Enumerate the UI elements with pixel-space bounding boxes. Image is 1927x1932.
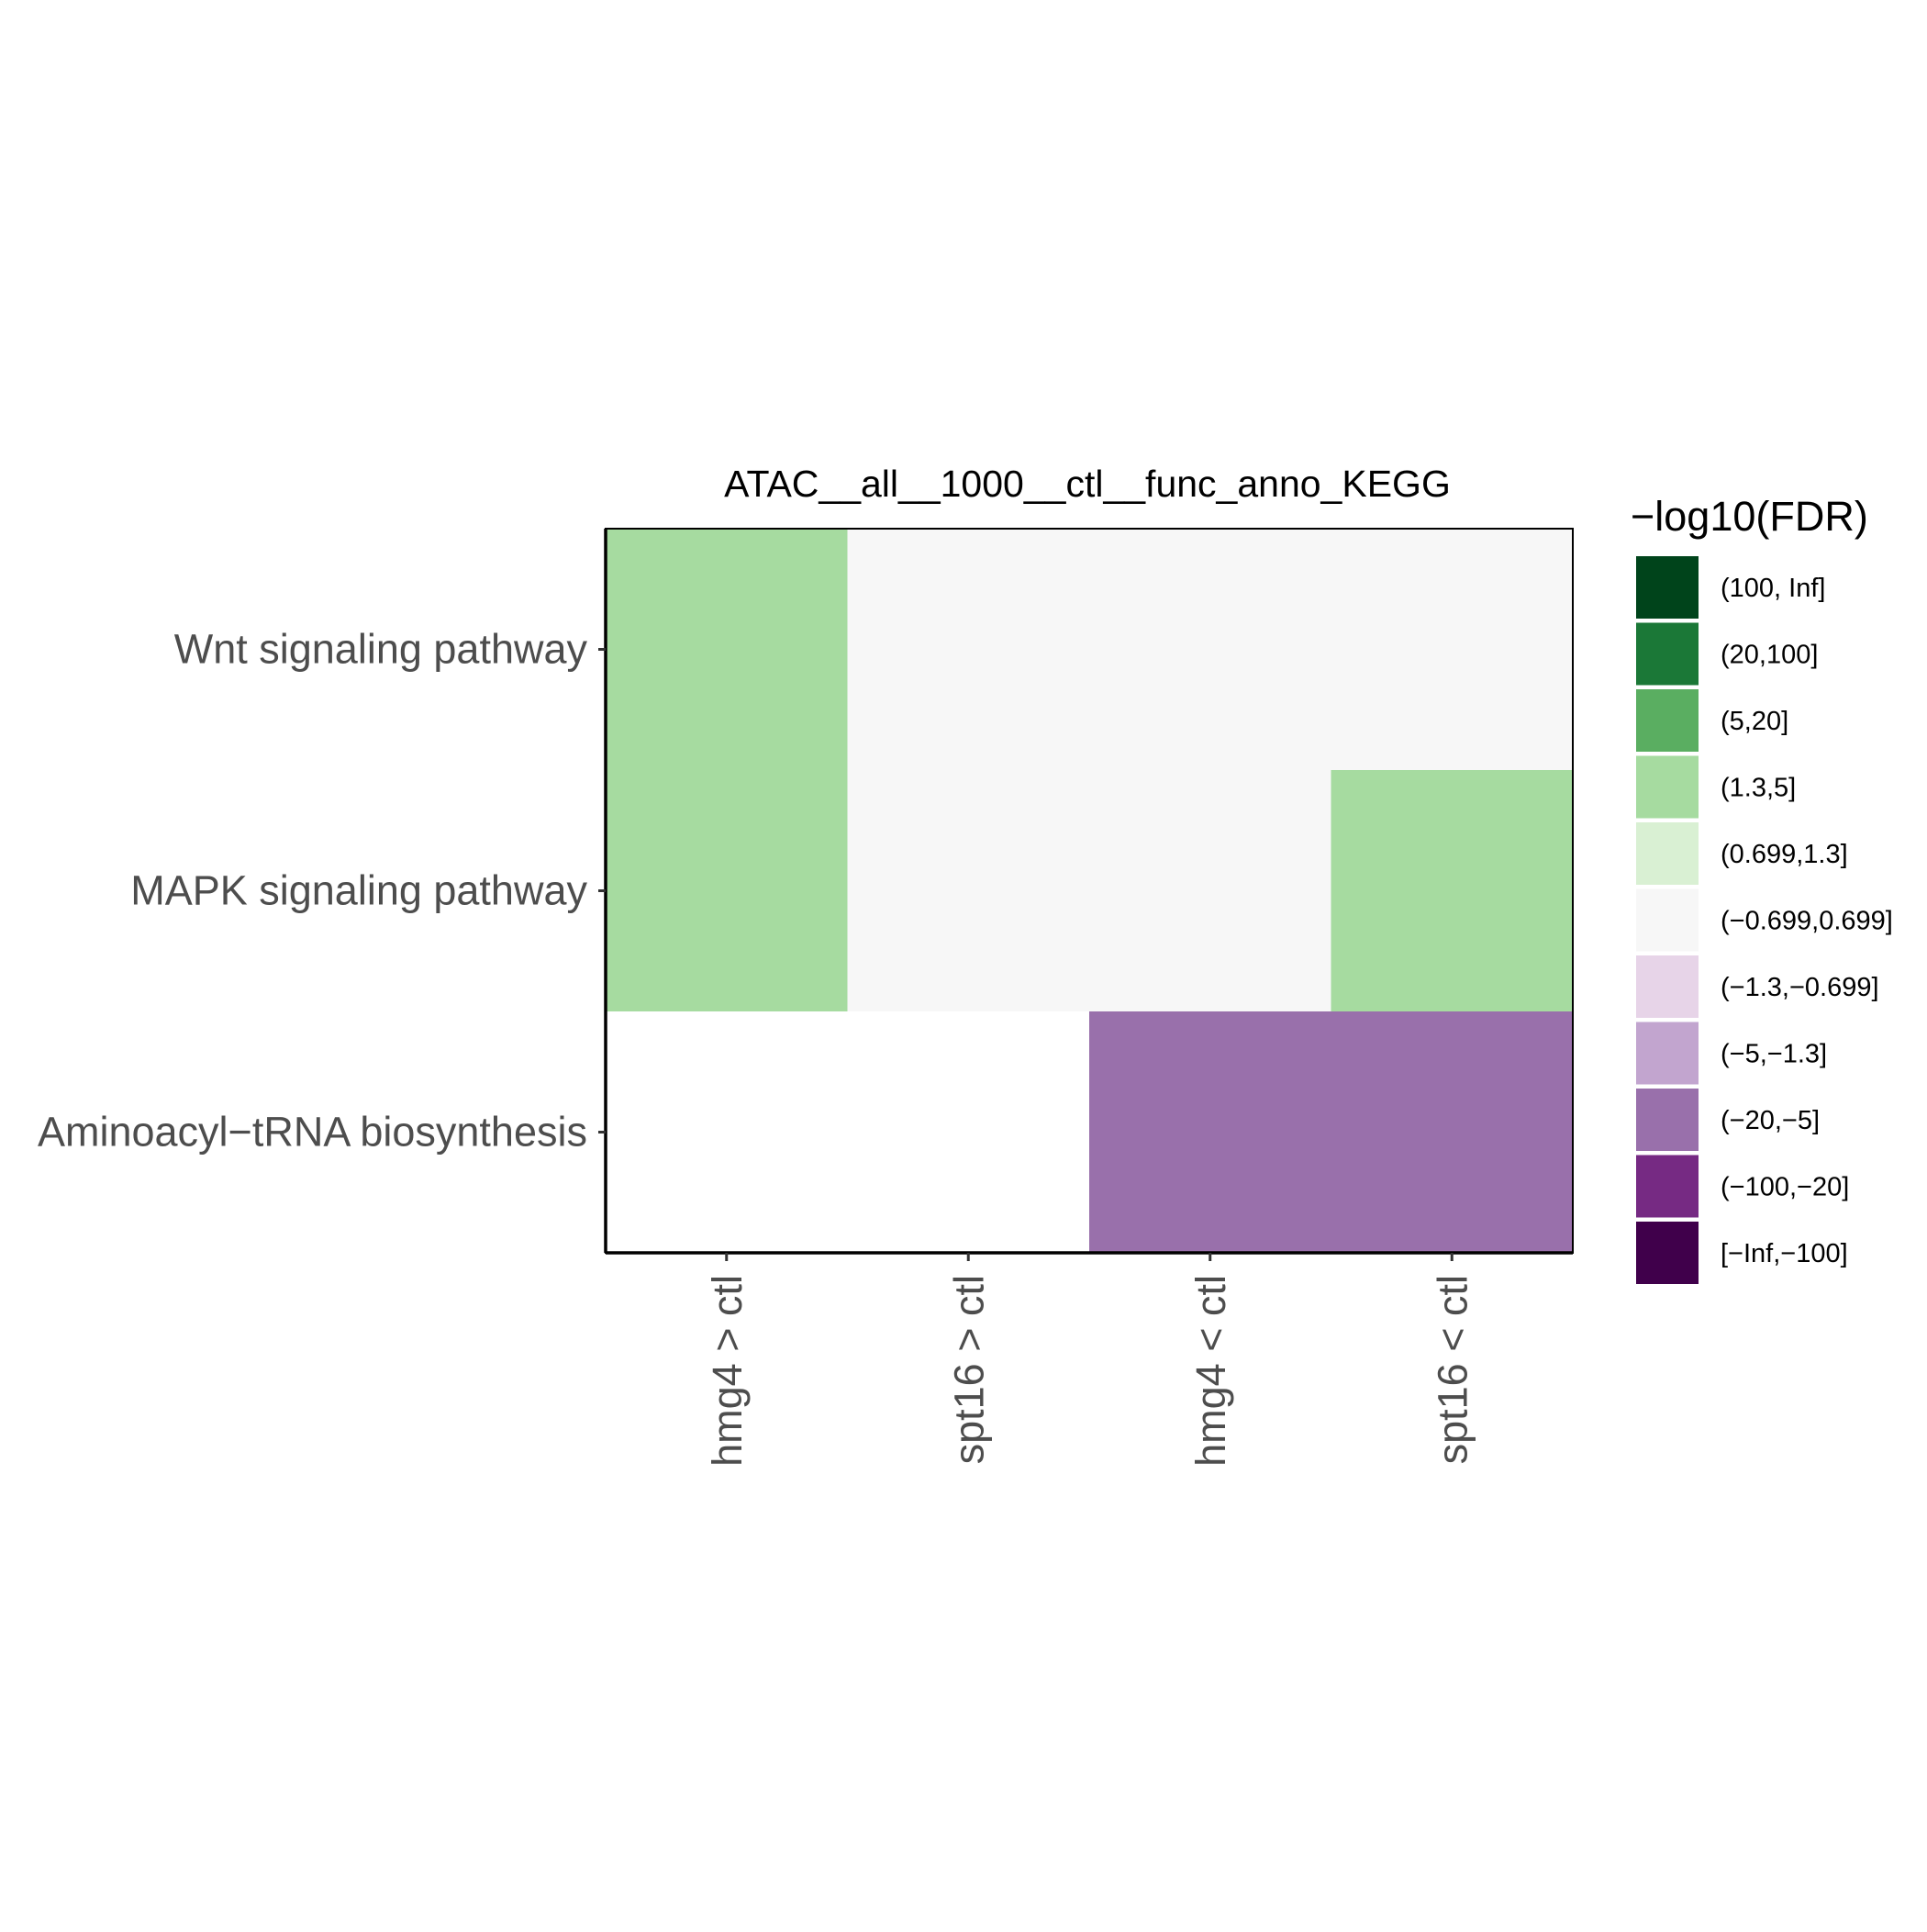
legend-label: (20,100] [1721, 641, 1818, 670]
legend-key [1636, 888, 1699, 952]
chart-title: ATAC__all__1000__ctl__func_anno_KEGG [724, 463, 1451, 505]
legend-label: (100, Inf] [1721, 574, 1825, 603]
legend-key [1636, 755, 1699, 819]
legend-key [1636, 1222, 1699, 1284]
legend-title: −log10(FDR) [1631, 493, 1868, 540]
y-tick-label: Wnt signaling pathway [174, 626, 588, 673]
heatmap-cell [606, 1011, 849, 1254]
legend-key [1636, 1022, 1699, 1085]
x-tick-label: hmg4 < ctl [1187, 1275, 1234, 1467]
legend: −log10(FDR) (100, Inf] (20,100] (5,20] (1.3… [1631, 493, 1893, 1284]
legend-label: (−0.699,0.699] [1721, 907, 1893, 936]
heatmap-cell [1331, 770, 1574, 1012]
x-tick-label: hmg4 > ctl [704, 1275, 751, 1467]
legend-label: (5,20] [1721, 707, 1788, 736]
heatmap-cell [847, 529, 1090, 771]
y-tick-label: MAPK signaling pathway [130, 867, 587, 914]
legend-label: (−5,−1.3] [1721, 1040, 1827, 1069]
legend-key [1636, 556, 1699, 619]
x-tick-label: spt16 > ctl [945, 1275, 992, 1464]
legend-label: (−20,−5] [1721, 1106, 1820, 1135]
legend-key [1636, 622, 1699, 686]
legend-key [1636, 1089, 1699, 1151]
heatmap-cell [1089, 1011, 1332, 1254]
legend-label: (1.3,5] [1721, 774, 1796, 803]
legend-label: (−100,−20] [1721, 1173, 1849, 1202]
legend-label: (0.699,1.3] [1721, 840, 1848, 869]
heatmap-cells [606, 529, 1574, 1254]
heatmap-cell [1089, 529, 1332, 771]
legend-key [1636, 822, 1699, 885]
heatmap-axes: Wnt signaling pathway MAPK signaling path… [38, 528, 1574, 1467]
legend-key [1636, 689, 1699, 752]
y-tick-label: Aminoacyl−tRNA biosynthesis [38, 1109, 587, 1156]
heatmap-cell [1089, 770, 1332, 1012]
heatmap-cell [1331, 1011, 1574, 1254]
legend-key [1636, 1155, 1699, 1218]
heatmap-cell [606, 770, 849, 1012]
legend-label: (−1.3,−0.699] [1721, 973, 1879, 1002]
legend-label: [−Inf,−100] [1721, 1239, 1848, 1268]
legend-key [1636, 955, 1699, 1018]
x-tick-label: spt16 < ctl [1429, 1275, 1476, 1464]
heatmap-cell [847, 770, 1090, 1012]
heatmap-cell [847, 1011, 1090, 1254]
heatmap-cell [606, 529, 849, 771]
heatmap-cell [1331, 529, 1574, 771]
